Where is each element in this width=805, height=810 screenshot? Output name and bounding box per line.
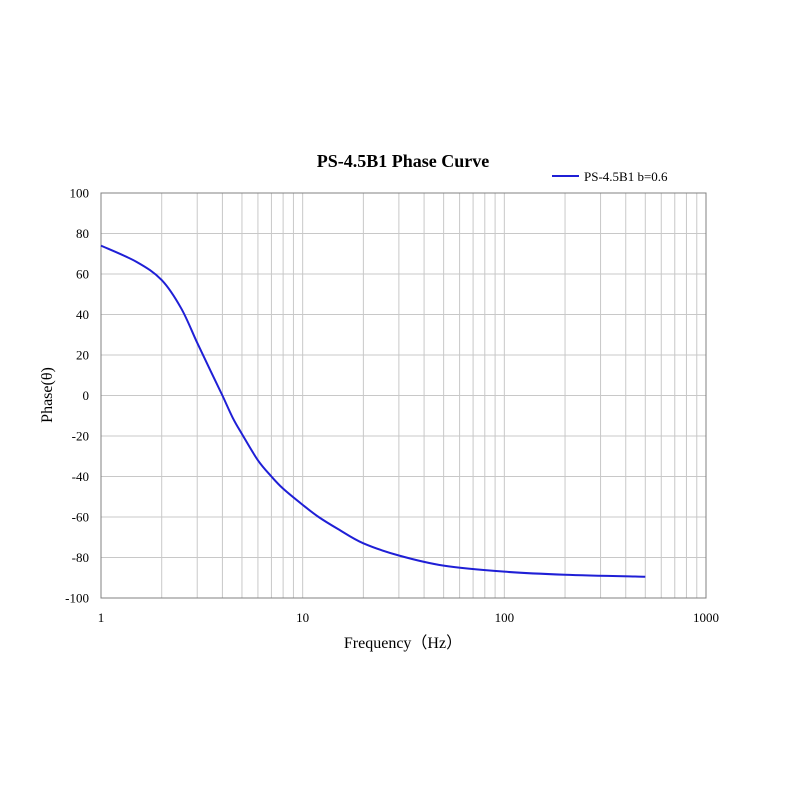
legend-label: PS-4.5B1 b=0.6 [584,169,668,184]
chart-title: PS-4.5B1 Phase Curve [317,151,490,171]
y-tick-label: 100 [70,186,90,201]
y-tick-label: 80 [76,226,89,241]
tick-labels: 100 80 60 40 20 0 -20 -40 -60 -80 -100 1 10 100 1000 [65,186,719,626]
y-tick-label: 40 [76,307,89,322]
y-tick-label: 60 [76,267,89,282]
plot-frame [100,192,707,599]
x-axis-label: Frequency（Hz） [344,634,462,652]
x-tick-label: 100 [495,610,515,625]
y-tick-label: -60 [72,510,89,525]
y-tick-label: -40 [72,469,89,484]
y-axis-label: Phase(θ) [39,367,56,423]
series-line-0 [100,244,646,578]
y-tick-label: 0 [83,388,90,403]
series-layer [100,244,646,578]
y-tick-label: -20 [72,429,89,444]
x-tick-label: 1000 [693,610,719,625]
y-tick-label: -80 [72,550,89,565]
x-tick-label: 10 [296,610,309,625]
y-tick-label: -100 [65,591,89,606]
y-tick-label: 20 [76,348,89,363]
x-tick-label: 1 [98,610,105,625]
grid [101,193,706,598]
legend: PS-4.5B1 b=0.6 [552,169,668,184]
